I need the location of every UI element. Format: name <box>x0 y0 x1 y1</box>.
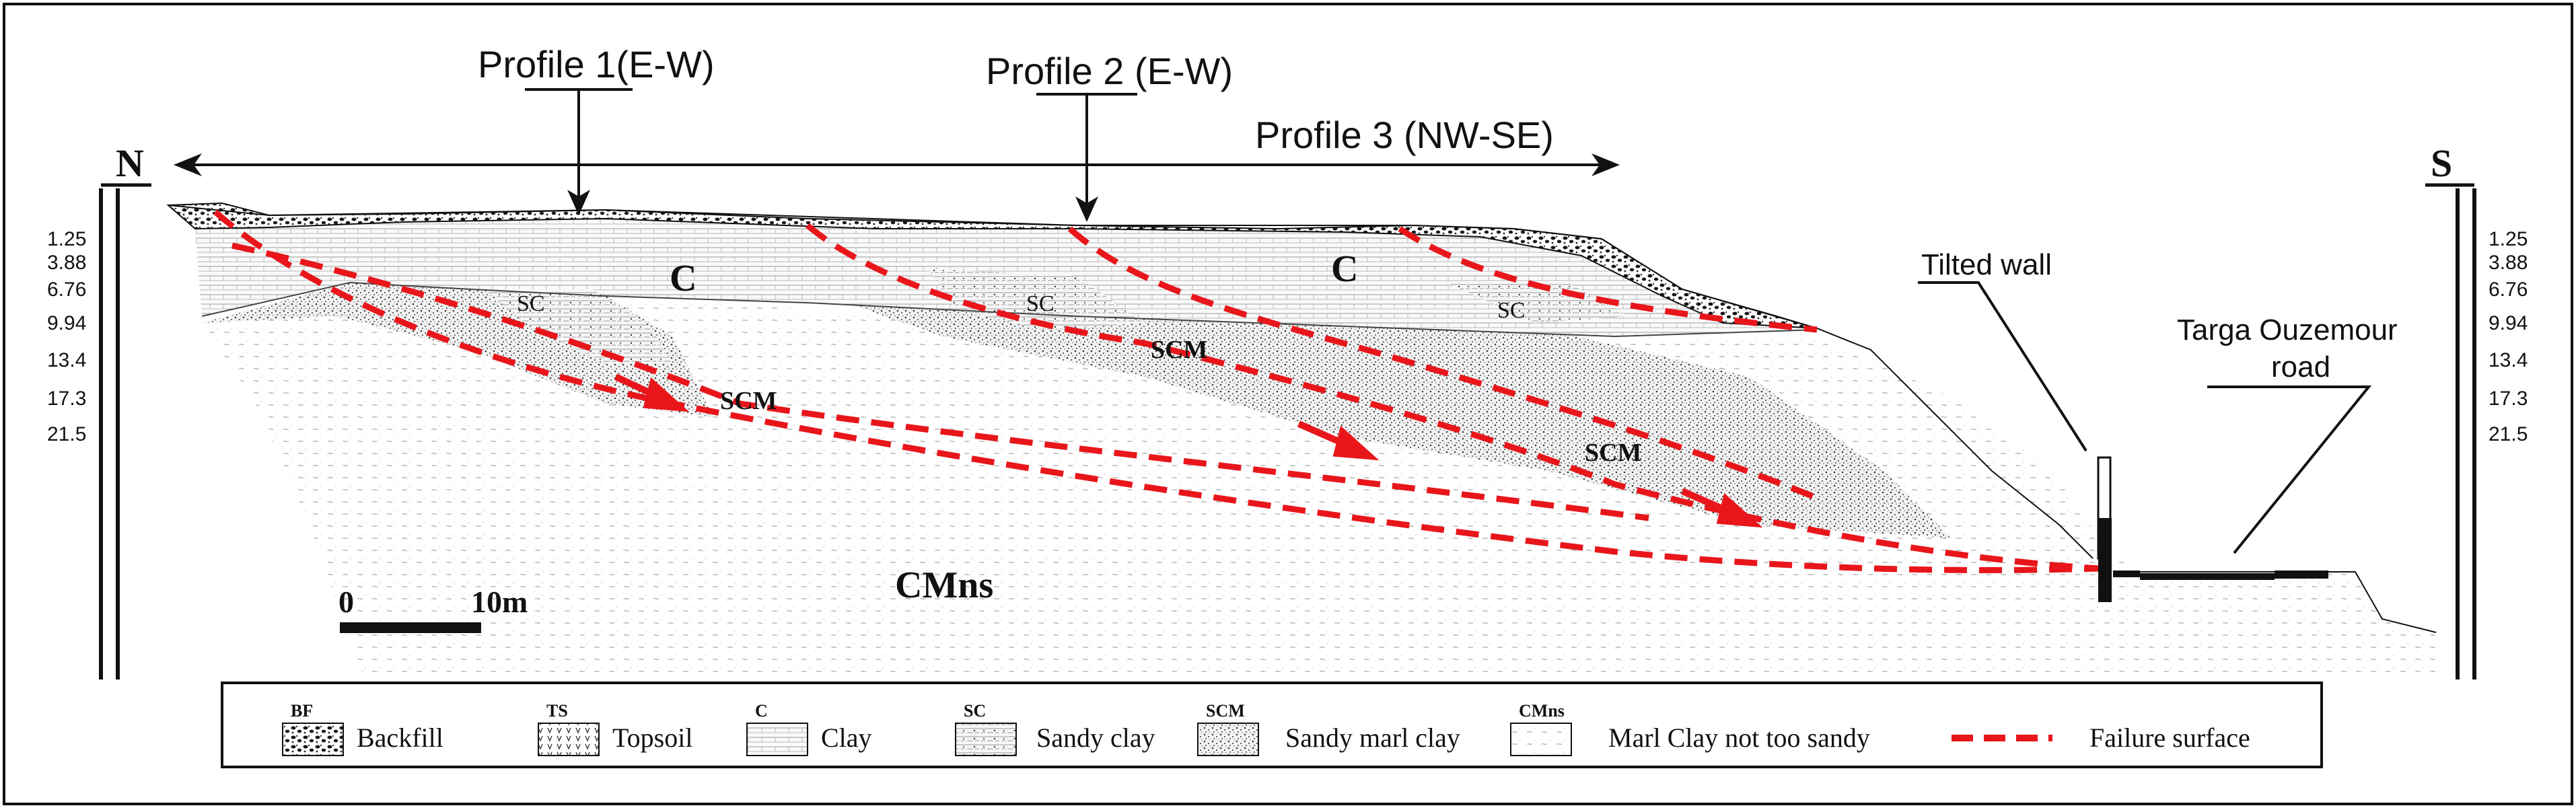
failure-surface-2 <box>231 242 1649 521</box>
ground-surface <box>168 205 2094 559</box>
south-depth-5: 13.4 <box>2489 349 2528 371</box>
slip-arrow-2-head <box>1332 425 1380 461</box>
failure-surface-3 <box>806 223 2100 572</box>
profile-2-marker <box>1036 93 1137 222</box>
profile-1-arrowhead <box>567 190 590 215</box>
scale-zero-label: 0 <box>338 585 354 619</box>
tilted-wall-structure <box>2097 456 2140 602</box>
south-depth-7: 21.5 <box>2489 423 2528 445</box>
failure-surface-4 <box>1067 226 1818 501</box>
wall-lower <box>2098 518 2112 602</box>
slip-arrow-3-head <box>1716 492 1763 528</box>
cmns-layer <box>202 283 2436 676</box>
legend-swatch-cmns <box>1510 723 1572 756</box>
geologic-section <box>166 202 2437 676</box>
north-depth-1: 1.25 <box>47 228 86 250</box>
unit-scm-3: SCM <box>1585 439 1641 467</box>
north-depth-4: 9.94 <box>47 312 86 334</box>
road-label-line1: Targa Ouzemour <box>2177 314 2398 346</box>
legend-label-backfill: Backfill <box>357 723 443 753</box>
profile-3-left-arrowhead <box>174 153 202 176</box>
north-depth-2: 3.88 <box>47 252 86 274</box>
legend-items: BF Backfill TS Topsoil C Clay SC Sandy clay SCM S… <box>291 701 2250 753</box>
unit-sc-2: SC <box>1026 291 1054 316</box>
profile-3-label: Profile 3 (NW-SE) <box>1255 114 1554 156</box>
legend-swatch-clay <box>746 723 808 756</box>
north-depth-5: 13.4 <box>47 349 86 371</box>
unit-sc-1: SC <box>517 291 545 316</box>
south-depth-axis <box>2425 183 2476 680</box>
legend-code-cmns: CMns <box>1519 701 1565 721</box>
legend-code-sandyclay: SC <box>964 701 986 721</box>
failure-surface-1 <box>213 209 2100 573</box>
road-pointer <box>2207 385 2372 554</box>
tilted-wall-pointer <box>1918 281 2087 452</box>
south-depth-4: 9.94 <box>2489 312 2528 334</box>
south-depth-2: 3.88 <box>2489 252 2528 274</box>
legend-swatch-scm <box>1197 723 1259 756</box>
south-depth-3: 6.76 <box>2489 279 2528 301</box>
south-depth-labels: 1.25 3.88 6.76 9.94 13.4 17.3 21.5 <box>2489 228 2528 445</box>
legend-label-failure-surface: Failure surface <box>2089 723 2250 753</box>
profile-1-label: Profile 1(E-W) <box>478 43 715 85</box>
legend-code-clay: C <box>755 701 768 721</box>
legend-label-topsoil: Topsoil <box>612 723 692 753</box>
sandy-clay-zone-2 <box>929 269 1144 330</box>
legend-label-scm: Sandy marl clay <box>1285 723 1460 753</box>
unit-c-1: C <box>670 258 696 299</box>
unit-sc-3: SC <box>1497 298 1526 323</box>
north-depth-axis <box>99 183 151 680</box>
slip-arrow-1-head <box>643 377 690 412</box>
legend-label-sandyclay: Sandy clay <box>1036 723 1155 753</box>
north-label: N <box>116 141 144 185</box>
sandy-clay-zone-1 <box>485 289 673 363</box>
failure-surface-5 <box>1398 226 1818 333</box>
scale-bar <box>340 622 481 633</box>
scm-layer-central <box>808 289 1952 538</box>
profile-3-line <box>174 153 1620 176</box>
scale-bar-rect <box>340 622 481 633</box>
scale-length-label: 10m <box>471 585 528 619</box>
legend-swatches <box>282 723 2052 756</box>
road-structure <box>2140 571 2328 580</box>
south-depth-6: 17.3 <box>2489 388 2528 410</box>
cmns-toe-boundary <box>2140 571 2437 633</box>
north-depth-6: 17.3 <box>47 388 86 410</box>
road-edge <box>2275 571 2328 579</box>
legend-label-clay: Clay <box>821 723 872 753</box>
road-label-line2: road <box>2271 351 2330 383</box>
profile-3-right-arrowhead <box>1591 153 1620 176</box>
failure-arrows <box>614 373 1763 528</box>
unit-scm-1: SCM <box>720 387 777 415</box>
sandy-clay-zone-3 <box>1447 283 1629 323</box>
legend-code-scm: SCM <box>1206 701 1245 721</box>
failure-surfaces <box>213 209 2100 573</box>
legend-swatch-backfill <box>282 723 344 756</box>
profile-1-marker <box>525 88 633 215</box>
wall-base <box>2113 571 2140 577</box>
figure-frame <box>3 3 2573 805</box>
north-depth-labels: 1.25 3.88 6.76 9.94 13.4 17.3 21.5 <box>47 228 86 445</box>
unit-c-2: C <box>1331 248 1358 290</box>
legend-swatch-topsoil <box>538 723 600 756</box>
profile-2-label: Profile 2 (E-W) <box>986 50 1233 92</box>
road-surface <box>2140 573 2275 580</box>
legend-label-cmns: Marl Clay not too sandy <box>1608 723 1870 753</box>
unit-scm-2: SCM <box>1151 336 1207 364</box>
south-depth-1: 1.25 <box>2489 228 2528 250</box>
legend-code-backfill: BF <box>291 701 313 721</box>
legend-code-topsoil: TS <box>546 701 568 721</box>
north-depth-7: 21.5 <box>47 423 86 445</box>
legend-swatch-sandyclay <box>955 723 1017 756</box>
profile-2-arrowhead <box>1075 196 1098 222</box>
legend-box <box>221 682 2323 768</box>
unit-cmns: CMns <box>895 564 993 606</box>
tilted-wall-label: Tilted wall <box>1921 248 2052 281</box>
clay-base-boundary <box>201 281 1818 338</box>
north-depth-3: 6.76 <box>47 279 86 301</box>
south-label: S <box>2431 141 2452 185</box>
